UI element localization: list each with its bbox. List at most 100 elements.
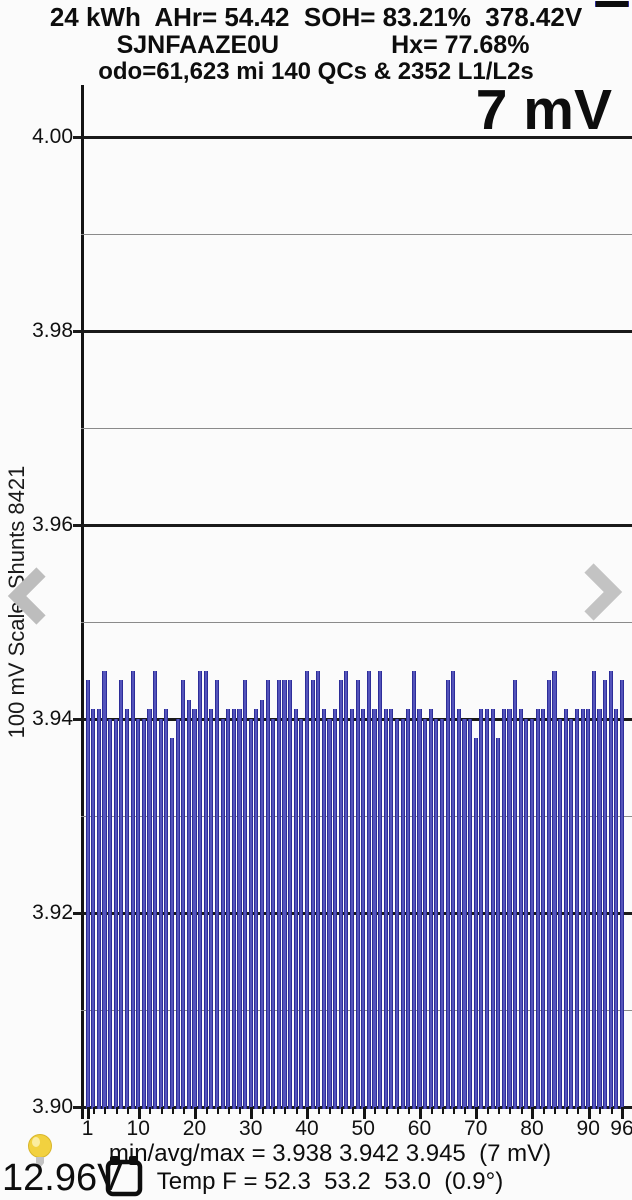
cell-voltage-bar bbox=[113, 719, 118, 1109]
x-axis-minor-tick bbox=[396, 1107, 399, 1114]
cell-voltage-bar bbox=[507, 709, 512, 1109]
cell-voltage-bar bbox=[400, 719, 405, 1109]
gridline bbox=[81, 329, 632, 333]
cell-voltage-bar bbox=[614, 709, 619, 1109]
cell-voltage-bar bbox=[248, 719, 253, 1109]
cell-voltage-bar bbox=[490, 709, 495, 1109]
x-axis-minor-tick bbox=[273, 1107, 276, 1114]
cell-voltage-bar bbox=[451, 670, 456, 1109]
cell-voltage-bar bbox=[316, 670, 321, 1109]
cell-voltage-bar bbox=[293, 709, 298, 1109]
cell-voltage-bar bbox=[96, 709, 101, 1109]
cell-voltage-bar bbox=[468, 719, 473, 1109]
cell-voltage-bar bbox=[181, 680, 186, 1109]
cell-voltage-bar bbox=[378, 670, 383, 1109]
x-axis-major-tick bbox=[250, 1107, 254, 1119]
cell-voltage-bar bbox=[271, 719, 276, 1109]
cell-voltage-bar bbox=[169, 738, 175, 1109]
cell-voltage-bar bbox=[304, 670, 310, 1109]
cell-voltage-bar bbox=[119, 680, 124, 1109]
y-axis-tick bbox=[73, 135, 82, 139]
aux-battery-voltage: 12.96V bbox=[2, 1157, 123, 1199]
x-axis-label: 10 bbox=[126, 1117, 150, 1140]
x-axis-minor-tick bbox=[576, 1107, 579, 1114]
x-axis-major-tick bbox=[531, 1107, 535, 1119]
x-axis-minor-tick bbox=[565, 1107, 568, 1114]
cell-voltage-bar bbox=[276, 680, 281, 1109]
cell-voltage-bar bbox=[456, 709, 461, 1109]
cell-voltage-bar bbox=[569, 719, 574, 1109]
cell-voltage-bar bbox=[524, 719, 529, 1109]
x-axis-minor-tick bbox=[329, 1107, 332, 1114]
cell-voltage-bar bbox=[265, 680, 270, 1109]
x-axis-minor-tick bbox=[599, 1107, 602, 1114]
battery-icon[interactable] bbox=[105, 1155, 143, 1200]
cell-voltage-bar bbox=[153, 670, 158, 1109]
y-axis-tick bbox=[73, 523, 82, 527]
cell-voltage-bar bbox=[428, 709, 433, 1109]
cell-voltage-bar bbox=[473, 738, 478, 1109]
cell-voltage-bar bbox=[108, 719, 113, 1109]
min-avg-max-stats: min/avg/max = 3.938 3.942 3.945 (7 mV) bbox=[108, 1140, 552, 1167]
x-axis-label: 30 bbox=[239, 1117, 263, 1140]
x-axis-label: 50 bbox=[351, 1117, 375, 1140]
x-axis-minor-tick bbox=[171, 1107, 174, 1114]
y-axis-label: 4.00 bbox=[32, 125, 73, 148]
y-axis-tick bbox=[73, 911, 82, 915]
cell-voltage-bar bbox=[192, 709, 197, 1109]
y-axis-tick bbox=[73, 717, 82, 721]
cell-voltage-bar bbox=[546, 680, 551, 1109]
x-axis-minor-tick bbox=[385, 1107, 388, 1114]
chevron-right-icon[interactable] bbox=[582, 562, 626, 627]
x-axis-label: 60 bbox=[407, 1117, 432, 1140]
cell-voltage-bar bbox=[597, 709, 602, 1109]
x-axis-minor-tick bbox=[408, 1107, 411, 1114]
y-axis-tick bbox=[73, 1105, 82, 1109]
cell-voltage-bar bbox=[282, 680, 287, 1109]
cell-voltage-bar bbox=[226, 709, 231, 1109]
x-axis-minor-tick bbox=[509, 1107, 512, 1114]
cell-voltage-bar bbox=[406, 709, 411, 1109]
cell-voltage-bar bbox=[513, 680, 518, 1109]
chevron-left-icon[interactable] bbox=[4, 566, 48, 631]
x-axis-minor-tick bbox=[318, 1107, 321, 1114]
x-axis-minor-tick bbox=[93, 1107, 96, 1114]
cell-voltage-bar bbox=[619, 680, 625, 1109]
x-axis-minor-tick bbox=[430, 1107, 433, 1114]
cell-voltage-bar bbox=[479, 709, 484, 1109]
cell-voltage-bar bbox=[439, 719, 445, 1109]
hamburger-menu-icon[interactable] bbox=[595, 1, 629, 29]
y-axis-label: 3.92 bbox=[32, 901, 73, 924]
y-axis-tick bbox=[73, 329, 82, 333]
cell-voltage-bar bbox=[445, 680, 450, 1109]
cell-voltage-bar bbox=[361, 709, 366, 1109]
cell-voltage-bar bbox=[434, 719, 439, 1109]
cell-voltage-bar bbox=[394, 719, 400, 1109]
gridline bbox=[81, 523, 632, 527]
cell-voltage-bar bbox=[321, 709, 326, 1109]
cell-voltage-bar bbox=[198, 670, 203, 1109]
cell-voltage-bar bbox=[299, 719, 304, 1109]
odometer-line: odo=61,623 mi 140 QCs & 2352 L1/L2s bbox=[98, 58, 534, 85]
x-axis-minor-tick bbox=[498, 1107, 501, 1114]
cell-voltage-bar bbox=[124, 709, 130, 1109]
y-axis-label: 3.98 bbox=[32, 319, 73, 342]
cell-voltage-bar bbox=[372, 709, 377, 1109]
x-axis-minor-tick bbox=[149, 1107, 152, 1114]
cell-voltage-bar bbox=[355, 680, 360, 1109]
cell-voltage-bar bbox=[220, 719, 225, 1109]
cell-voltage-bar bbox=[175, 719, 180, 1109]
cell-voltage-bar bbox=[338, 680, 343, 1109]
cell-voltage-bar bbox=[501, 709, 506, 1109]
x-axis-minor-tick bbox=[554, 1107, 557, 1114]
vin-hx-line: SJNFAAZE0U Hx= 77.68% bbox=[0, 31, 632, 60]
gridline bbox=[81, 135, 632, 139]
cell-voltage-bar bbox=[214, 680, 220, 1109]
x-axis-minor-tick bbox=[486, 1107, 489, 1114]
x-axis-major-tick bbox=[621, 1107, 625, 1119]
x-axis-minor-tick bbox=[239, 1107, 242, 1114]
cell-voltage-bar bbox=[349, 709, 355, 1109]
cell-voltage-bar bbox=[603, 680, 608, 1109]
cell-voltage-bar bbox=[586, 709, 591, 1109]
lightbulb-icon[interactable] bbox=[26, 1133, 54, 1178]
